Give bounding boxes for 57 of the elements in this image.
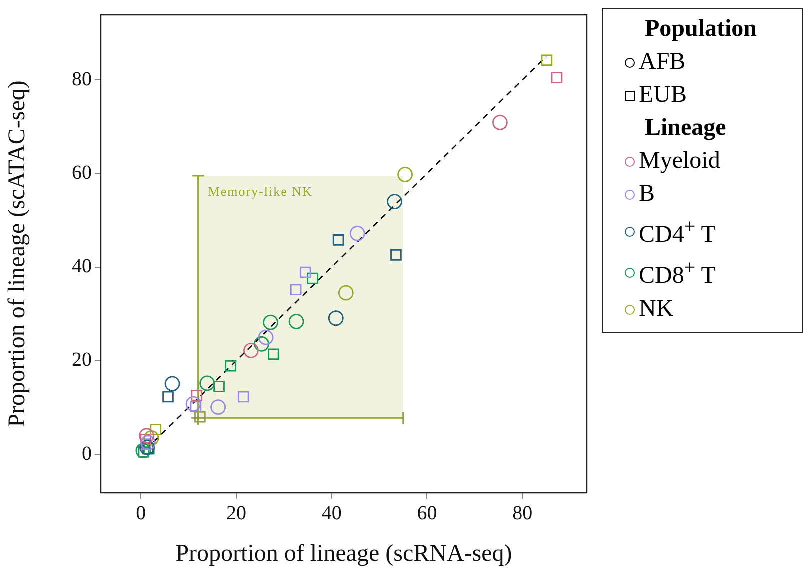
x-tick-label: 60 xyxy=(417,502,438,524)
y-tick-label: 40 xyxy=(72,256,92,278)
x-tick-label: 80 xyxy=(512,502,533,524)
point xyxy=(258,330,274,346)
text: Lineage xyxy=(645,115,726,141)
point xyxy=(210,400,226,416)
x-axis-title: Proportion of lineage (scRNA-seq) xyxy=(176,540,512,567)
point xyxy=(254,336,270,352)
legend-label: B xyxy=(639,180,656,209)
x-tick-label: 40 xyxy=(322,502,342,524)
y-tick-label: 20 xyxy=(72,349,92,372)
point xyxy=(150,424,162,436)
text: Population xyxy=(645,16,758,42)
point xyxy=(186,396,202,412)
y-tick-label: 80 xyxy=(72,68,92,90)
point xyxy=(288,314,304,330)
legend-label: NK xyxy=(639,295,674,324)
point xyxy=(551,72,563,84)
point xyxy=(390,250,402,261)
point xyxy=(398,166,413,182)
point xyxy=(541,54,553,66)
point xyxy=(307,272,318,284)
point xyxy=(191,390,203,402)
point xyxy=(290,284,302,296)
y-tick-label: 60 xyxy=(72,162,92,184)
point xyxy=(387,194,402,210)
y-axis-title: Proportion of lineage (scATAC-seq) xyxy=(4,80,31,428)
point xyxy=(139,428,154,444)
point xyxy=(328,310,344,326)
point xyxy=(140,435,156,451)
point xyxy=(244,342,259,358)
point xyxy=(136,443,152,459)
point xyxy=(263,314,278,330)
x-tick-label: 0 xyxy=(136,502,146,524)
point xyxy=(194,412,206,423)
y-tick-label: 0 xyxy=(82,442,92,465)
point xyxy=(300,266,312,278)
point xyxy=(238,391,250,403)
point xyxy=(164,376,180,392)
point xyxy=(225,360,236,372)
point xyxy=(268,348,280,360)
legend-label: Myeloid xyxy=(639,147,720,176)
band-label: Memory-like NK xyxy=(208,184,313,199)
point xyxy=(350,226,366,242)
point xyxy=(200,376,216,392)
point xyxy=(338,285,354,301)
point xyxy=(140,440,155,456)
legend-label: AFB xyxy=(639,48,686,77)
point xyxy=(492,114,508,130)
point xyxy=(332,234,344,246)
legend-label: CD8$^{+}$ T xyxy=(639,256,716,291)
legend-label: CD4$^{+}$ T xyxy=(639,215,716,250)
legend-label: EUB xyxy=(639,81,687,110)
point xyxy=(162,391,174,403)
point xyxy=(144,430,160,446)
x-tick-label: 20 xyxy=(226,502,246,524)
point xyxy=(214,381,225,392)
